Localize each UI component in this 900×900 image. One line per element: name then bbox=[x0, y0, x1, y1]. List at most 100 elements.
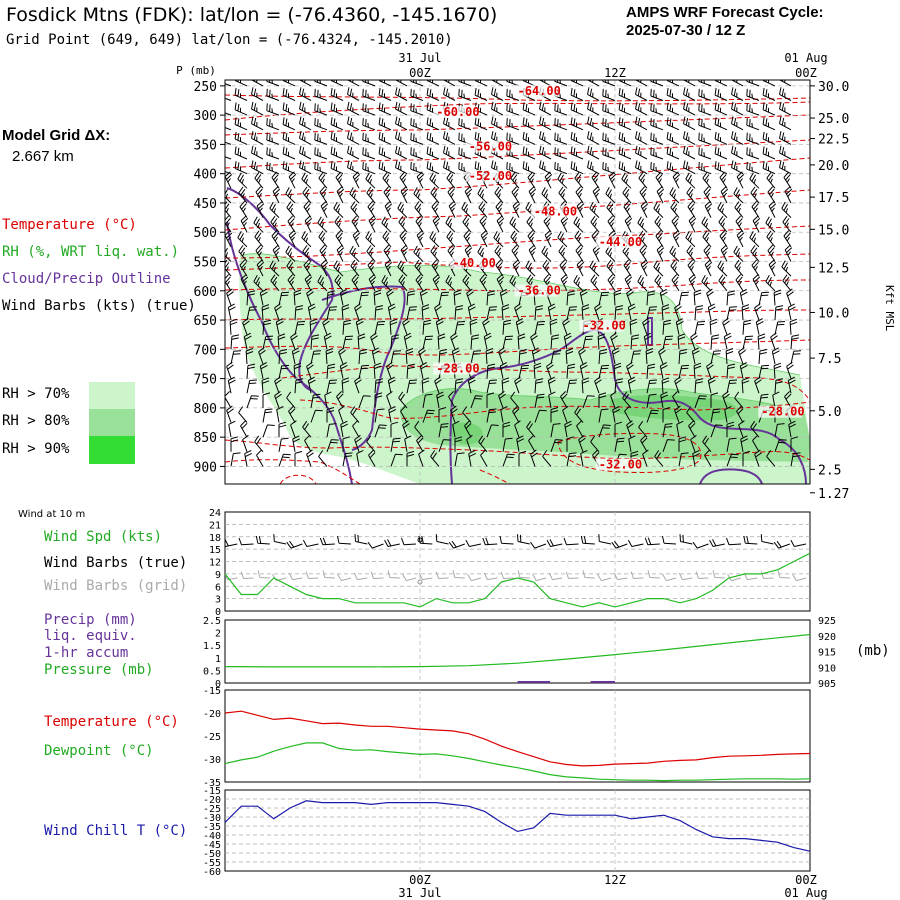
barb-main-5-7 bbox=[330, 146, 344, 160]
barb-sfc-grid-12 bbox=[402, 574, 417, 582]
barb-main-3-14 bbox=[443, 116, 456, 131]
barb-main-2-21 bbox=[554, 103, 568, 116]
barb-main-11-1 bbox=[237, 231, 248, 248]
barb-main-16-4 bbox=[294, 305, 304, 321]
barb-main-14-18 bbox=[509, 274, 520, 292]
precip-tick-1.5: 1.5 bbox=[203, 641, 221, 652]
barb-main-26-9 bbox=[368, 449, 376, 467]
wind-chill-line bbox=[224, 800, 811, 852]
barb-main-20-26 bbox=[646, 363, 656, 379]
pressure-tick-910: 910 bbox=[818, 663, 836, 674]
barb-main-5-2 bbox=[251, 145, 264, 160]
barb-main-17-29 bbox=[694, 321, 706, 335]
barb-main-14-17 bbox=[496, 273, 505, 292]
barb-main-22-10 bbox=[386, 390, 393, 409]
bottom-date-left: 31 Jul bbox=[398, 886, 441, 900]
barb-main-17-2 bbox=[262, 319, 272, 335]
barb-main-7-26 bbox=[638, 172, 648, 189]
rh80-core-left bbox=[450, 422, 483, 445]
barb-sfc-true-8 bbox=[337, 535, 352, 545]
barb-main-0-16 bbox=[474, 80, 488, 87]
barb-main-10-27 bbox=[654, 215, 664, 233]
wind-speed-tick-6: 6 bbox=[215, 582, 221, 593]
barb-main-19-5 bbox=[310, 350, 322, 365]
barb-sfc-true-2 bbox=[238, 537, 254, 546]
barb-main-2-28 bbox=[666, 102, 680, 116]
pressure-tick-label-700: 700 bbox=[194, 343, 217, 358]
barb-main-17-7 bbox=[342, 319, 352, 335]
barb-main-4-8 bbox=[347, 131, 360, 145]
barb-main-14-10 bbox=[381, 274, 392, 292]
barb-main-24-9 bbox=[374, 424, 387, 438]
wind-chill-tick--30: -30 bbox=[203, 813, 221, 824]
barb-main-12-33 bbox=[750, 245, 760, 262]
barb-main-11-22 bbox=[574, 230, 584, 248]
barb-sfc-true-33 bbox=[743, 535, 758, 545]
barb-main-14-2 bbox=[253, 274, 264, 292]
barb-main-19-28 bbox=[678, 349, 688, 365]
barb-main-25-12 bbox=[416, 434, 424, 453]
barb-main-20-35 bbox=[786, 361, 794, 379]
barb-main-1-17 bbox=[491, 87, 504, 101]
barb-main-10-7 bbox=[334, 215, 344, 233]
height-tick-label-9: 5.0 bbox=[818, 405, 841, 420]
barb-sfc-true-24 bbox=[598, 534, 612, 545]
barb-main-6-23 bbox=[587, 160, 600, 175]
barb-main-15-34 bbox=[773, 289, 782, 306]
barb-main-9-3 bbox=[269, 201, 280, 218]
barb-main-9-22 bbox=[576, 200, 585, 218]
barb-main-17-31 bbox=[722, 317, 730, 335]
barb-main-19-0 bbox=[230, 350, 242, 365]
top-tick-12z: 12Z bbox=[604, 66, 626, 80]
barb-main-9-32 bbox=[734, 201, 744, 218]
barb-sfc-true-3 bbox=[255, 535, 270, 545]
barb-sfc-grid-8 bbox=[337, 574, 352, 582]
barb-main-15-11 bbox=[406, 290, 416, 306]
legend-rh90-swatch bbox=[89, 436, 135, 464]
barb-main-16-26 bbox=[646, 306, 658, 321]
barb-main-5-15 bbox=[458, 147, 472, 160]
barb-main-20-22 bbox=[579, 362, 588, 379]
barb-main-0-28 bbox=[666, 80, 680, 87]
barb-main-26-6 bbox=[318, 450, 328, 467]
barb-main-25-5 bbox=[304, 434, 312, 453]
barb-main-0-25 bbox=[618, 80, 632, 87]
legend-dewpoint: Dewpoint (°C) bbox=[44, 743, 154, 759]
barb-sfc-grid-29 bbox=[678, 572, 693, 581]
barb-main-2-1 bbox=[234, 102, 248, 116]
barb-main-8-35 bbox=[784, 186, 793, 204]
barb-main-9-2 bbox=[256, 200, 265, 218]
barb-main-6-7 bbox=[330, 161, 344, 175]
barb-main-24-25 bbox=[626, 420, 634, 438]
barb-main-5-8 bbox=[347, 145, 360, 160]
isotherm-48 bbox=[225, 189, 810, 231]
barb-main-21-12 bbox=[421, 377, 430, 394]
barb-main-2-5 bbox=[299, 101, 312, 116]
barb-main-12-4 bbox=[285, 245, 296, 262]
barb-main-12-18 bbox=[511, 244, 520, 262]
pressure-axis-title: P (mb) bbox=[176, 64, 216, 77]
barb-main-21-17 bbox=[501, 377, 510, 394]
barb-main-7-30 bbox=[702, 172, 712, 189]
barb-main-13-12 bbox=[414, 259, 424, 277]
barb-main-21-31 bbox=[726, 379, 738, 394]
barb-main-8-34 bbox=[767, 186, 776, 204]
barb-main-22-19 bbox=[534, 393, 545, 408]
isotherm-lower-a bbox=[225, 459, 361, 484]
wind-chill-tick--45: -45 bbox=[203, 840, 221, 851]
barb-main-4-13 bbox=[426, 131, 440, 145]
barb-main-8-19 bbox=[528, 186, 537, 204]
temperature-tick--35: -35 bbox=[203, 778, 221, 789]
barb-main-23-18 bbox=[512, 405, 520, 423]
barb-main-14-15 bbox=[462, 274, 472, 292]
barb-main-25-15 bbox=[466, 434, 473, 452]
barb-main-20-23 bbox=[598, 364, 610, 379]
barb-main-16-29 bbox=[694, 305, 704, 321]
barb-main-8-20 bbox=[541, 187, 552, 204]
barb-main-20-6 bbox=[326, 363, 336, 379]
barb-main-7-11 bbox=[399, 171, 408, 189]
barb-main-11-33 bbox=[749, 231, 760, 248]
barb-main-6-2 bbox=[251, 160, 264, 175]
barb-main-13-20 bbox=[542, 259, 552, 277]
barb-main-15-30 bbox=[706, 288, 714, 306]
